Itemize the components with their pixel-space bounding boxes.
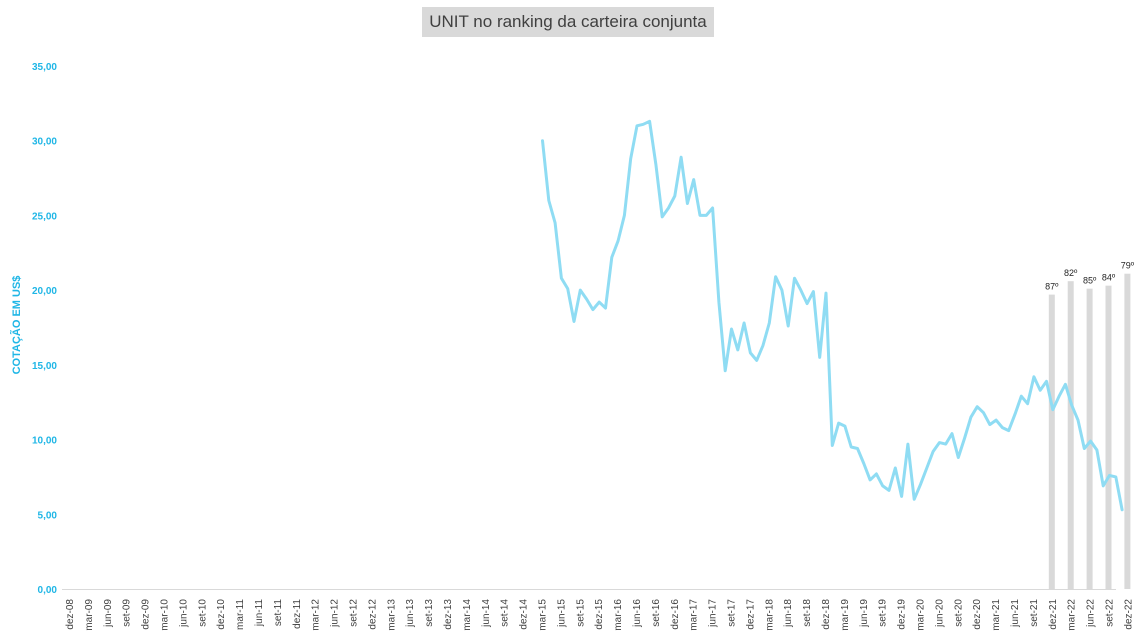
x-tick-label: dez-09 (141, 599, 152, 630)
x-tick-label: jun-12 (330, 599, 341, 628)
price-series-line (541, 119, 1124, 512)
x-tick-label: mar-22 (1067, 599, 1078, 631)
x-tick-label: jun-19 (859, 599, 870, 628)
x-tick-label: dez-16 (670, 599, 681, 630)
x-tick-label: mar-13 (386, 599, 397, 631)
x-tick-label: dez-21 (1048, 599, 1059, 630)
y-tick-label: 25,00 (32, 211, 57, 222)
ranking-bar-label: 82º (1064, 268, 1078, 278)
x-tick-label: jun-11 (254, 599, 265, 627)
y-tick-label: 0,00 (38, 585, 58, 596)
x-tick-label: jun-10 (178, 599, 189, 628)
x-tick-label: dez-14 (519, 599, 530, 630)
y-tick-label: 20,00 (32, 286, 57, 297)
ranking-bar (1067, 281, 1074, 589)
y-tick-label: 35,00 (32, 62, 57, 73)
x-tick-label: dez-11 (292, 599, 303, 629)
x-tick-label: mar-12 (311, 599, 322, 631)
x-tick-label: jun-15 (556, 599, 567, 628)
ranking-bar (1105, 285, 1112, 589)
ranking-bar-label: 85º (1083, 276, 1097, 286)
x-tick-label: mar-15 (538, 599, 549, 631)
x-tick-label: set-19 (878, 599, 889, 627)
x-tick-label: dez-19 (897, 599, 908, 630)
x-tick-label: set-14 (500, 599, 511, 627)
ranking-bar-label: 79º (1121, 261, 1135, 271)
x-tick-label: set-22 (1105, 599, 1116, 627)
x-tick-label: mar-18 (764, 599, 775, 631)
x-tick-label: set-18 (802, 599, 813, 627)
x-tick-label: set-11 (273, 599, 284, 626)
x-tick-label: set-10 (197, 599, 208, 627)
x-tick-label: set-12 (349, 599, 360, 627)
x-tick-label: jun-22 (1086, 599, 1097, 628)
x-tick-label: dez-17 (745, 599, 756, 630)
x-tick-label: set-21 (1029, 599, 1040, 627)
x-tick-label: mar-14 (462, 599, 473, 631)
x-tick-label: mar-17 (689, 599, 700, 631)
x-tick-label: dez-08 (65, 599, 76, 630)
chart-title: UNIT no ranking da carteira conjunta (429, 12, 707, 31)
ranking-bar (1048, 294, 1055, 589)
ranking-bar-label: 87º (1045, 282, 1059, 292)
x-tick-label: jun-14 (481, 599, 492, 628)
x-tick-label: jun-20 (934, 599, 945, 628)
x-tick-label: jun-18 (783, 599, 794, 628)
x-tick-label: jun-17 (708, 599, 719, 628)
y-tick-label: 5,00 (38, 510, 58, 521)
x-tick-label: jun-09 (103, 599, 114, 628)
ranking-bar-label: 84º (1102, 273, 1116, 283)
x-tick-label: mar-11 (235, 599, 246, 630)
ranking-bar (1124, 273, 1131, 589)
x-tick-label: mar-19 (840, 599, 851, 631)
x-tick-label: mar-21 (991, 599, 1002, 631)
x-tick-label: jun-21 (1010, 599, 1021, 628)
x-tick-label: dez-20 (972, 599, 983, 630)
x-tick-label: mar-16 (613, 599, 624, 631)
x-tick-label: jun-16 (632, 599, 643, 628)
x-tick-label: set-15 (575, 599, 586, 627)
x-tick-label: dez-22 (1123, 599, 1134, 630)
x-tick-label: dez-13 (443, 599, 454, 630)
x-tick-label: dez-18 (821, 599, 832, 630)
ranking-bar (1086, 288, 1093, 589)
x-tick-label: set-16 (651, 599, 662, 627)
x-tick-label: set-17 (727, 599, 738, 627)
x-tick-label: dez-15 (594, 599, 605, 630)
x-tick-label: set-09 (122, 599, 133, 627)
x-tick-label: jun-13 (405, 599, 416, 628)
x-tick-label: mar-20 (916, 599, 927, 631)
x-tick-label: set-20 (953, 599, 964, 627)
chart-title-background (422, 7, 714, 37)
y-tick-label: 15,00 (32, 361, 57, 372)
x-tick-label: dez-12 (367, 599, 378, 630)
y-tick-label: 30,00 (32, 137, 57, 148)
x-tick-label: mar-09 (84, 599, 95, 631)
x-tick-label: set-13 (424, 599, 435, 627)
x-tick-label: dez-10 (216, 599, 227, 630)
y-tick-label: 10,00 (32, 436, 57, 447)
x-tick-label: mar-10 (160, 599, 171, 631)
